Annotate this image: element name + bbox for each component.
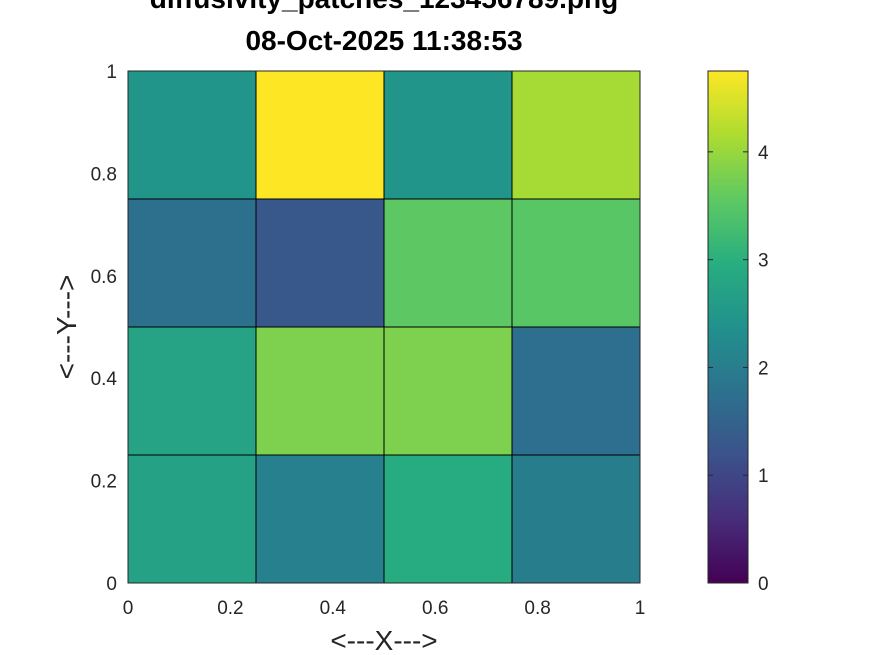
x-axis-label: <---X---> — [330, 625, 437, 655]
heatmap-cell — [127, 454, 257, 584]
y-tick-label: 0.8 — [91, 164, 117, 185]
chart-title-line2: 08-Oct-2025 11:38:53 — [245, 25, 522, 56]
y-tick-label: 0.2 — [91, 472, 117, 493]
y-axis-label: <---Y---> — [51, 275, 82, 380]
heatmap-cell — [511, 454, 641, 584]
heatmap-cell — [255, 454, 385, 584]
heatmap-cell — [511, 198, 641, 328]
heatmap-cell — [511, 70, 641, 200]
heatmap-cell — [127, 70, 257, 200]
colorbar — [707, 70, 749, 584]
x-tick-label: 0 — [123, 598, 134, 619]
heatmap-cells — [127, 70, 641, 584]
heatmap-cell — [127, 198, 257, 328]
x-tick-label: 1 — [635, 598, 646, 619]
y-tick-label: 1 — [106, 62, 117, 83]
heatmap-cell — [255, 326, 385, 456]
y-tick-label: 0.6 — [91, 267, 117, 288]
heatmap-cell — [127, 326, 257, 456]
heatmap-cell — [383, 326, 513, 456]
colorbar-tick-label: 2 — [758, 358, 769, 379]
colorbar-tick-label: 3 — [758, 251, 769, 272]
colorbar-tick-label: 4 — [758, 143, 769, 164]
colorbar-ticks: 0 1 2 3 4 — [708, 143, 769, 595]
heatmap-cell — [511, 326, 641, 456]
y-axis-ticks: 0 0.2 0.4 0.6 0.8 1 — [91, 62, 118, 595]
colorbar-tick-label: 1 — [758, 466, 769, 487]
heatmap-cell — [383, 198, 513, 328]
heatmap-cell — [255, 70, 385, 200]
y-tick-label: 0.4 — [91, 369, 118, 390]
x-tick-label: 0.2 — [217, 598, 243, 619]
y-tick-label: 0 — [106, 574, 117, 595]
plot-frame — [127, 70, 641, 584]
x-tick-label: 0.4 — [320, 598, 347, 619]
x-tick-label: 0.6 — [422, 598, 448, 619]
heatmap-cell — [383, 454, 513, 584]
colorbar-tick-label: 0 — [758, 574, 769, 595]
x-tick-label: 0.8 — [524, 598, 550, 619]
chart-title-line1: diffusivity_patches_123456789.png — [150, 0, 618, 14]
heatmap-cell — [255, 198, 385, 328]
heatmap-cell — [383, 70, 513, 200]
x-axis-ticks: 0 0.2 0.4 0.6 0.8 1 — [123, 598, 646, 619]
